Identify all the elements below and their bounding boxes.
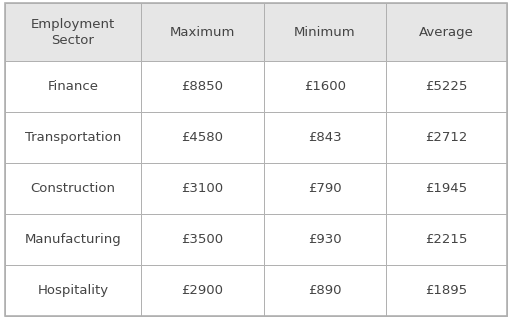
Bar	[141, 214, 264, 265]
Bar	[141, 112, 264, 163]
Bar	[141, 61, 264, 112]
Bar	[264, 61, 387, 112]
Text: Hospitality: Hospitality	[37, 284, 109, 297]
Text: £790: £790	[308, 182, 342, 195]
Text: £2900: £2900	[181, 284, 223, 297]
Bar	[387, 214, 507, 265]
Bar	[5, 163, 141, 214]
Bar	[5, 265, 141, 316]
Bar	[387, 265, 507, 316]
Bar	[141, 163, 264, 214]
Bar	[264, 112, 387, 163]
Text: £1600: £1600	[304, 80, 346, 93]
Text: £8850: £8850	[181, 80, 223, 93]
Text: £4580: £4580	[181, 131, 223, 144]
Bar	[264, 214, 387, 265]
Bar	[264, 3, 387, 61]
Text: Construction: Construction	[30, 182, 115, 195]
Text: £2215: £2215	[425, 233, 468, 246]
Text: Transportation: Transportation	[25, 131, 121, 144]
Bar	[387, 163, 507, 214]
Text: £843: £843	[308, 131, 342, 144]
Bar	[264, 163, 387, 214]
Text: £1895: £1895	[425, 284, 468, 297]
Text: £2712: £2712	[425, 131, 468, 144]
Bar	[387, 112, 507, 163]
Text: Average: Average	[419, 26, 474, 39]
Text: £1945: £1945	[425, 182, 468, 195]
Text: £930: £930	[308, 233, 342, 246]
Text: Employment
Sector: Employment Sector	[31, 18, 115, 47]
Bar	[5, 214, 141, 265]
Bar	[387, 3, 507, 61]
Text: Maximum: Maximum	[169, 26, 234, 39]
Bar	[264, 265, 387, 316]
Bar	[141, 265, 264, 316]
Text: Manufacturing: Manufacturing	[25, 233, 121, 246]
Text: £3500: £3500	[181, 233, 223, 246]
Text: £3100: £3100	[181, 182, 223, 195]
Bar	[5, 3, 141, 61]
Bar	[387, 61, 507, 112]
Text: Minimum: Minimum	[294, 26, 356, 39]
Text: Finance: Finance	[47, 80, 98, 93]
Text: £890: £890	[308, 284, 342, 297]
Text: £5225: £5225	[425, 80, 468, 93]
Bar	[5, 112, 141, 163]
Bar	[141, 3, 264, 61]
Bar	[5, 61, 141, 112]
